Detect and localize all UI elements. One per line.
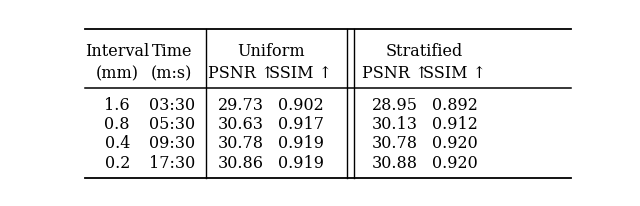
Text: SSIM ↑: SSIM ↑ (269, 65, 332, 82)
Text: Uniform: Uniform (237, 42, 305, 59)
Text: 17:30: 17:30 (148, 154, 195, 171)
Text: 03:30: 03:30 (148, 96, 195, 113)
Text: 30.13: 30.13 (372, 115, 418, 132)
Text: 29.73: 29.73 (218, 96, 264, 113)
Text: 0.892: 0.892 (431, 96, 477, 113)
Text: 0.8: 0.8 (104, 115, 130, 132)
Text: (m:s): (m:s) (151, 65, 193, 82)
Text: 0.4: 0.4 (104, 135, 130, 151)
Text: PSNR ↑: PSNR ↑ (362, 65, 428, 82)
Text: PSNR ↑: PSNR ↑ (208, 65, 275, 82)
Text: Interval: Interval (85, 42, 149, 59)
Text: Stratified: Stratified (386, 42, 463, 59)
Text: 0.902: 0.902 (278, 96, 324, 113)
Text: (mm): (mm) (96, 65, 139, 82)
Text: 1.6: 1.6 (104, 96, 130, 113)
Text: 0.912: 0.912 (431, 115, 477, 132)
Text: 30.63: 30.63 (218, 115, 264, 132)
Text: 0.2: 0.2 (104, 154, 130, 171)
Text: 30.86: 30.86 (218, 154, 264, 171)
Text: 05:30: 05:30 (148, 115, 195, 132)
Text: 0.919: 0.919 (278, 135, 324, 151)
Text: 0.920: 0.920 (431, 135, 477, 151)
Text: 30.88: 30.88 (372, 154, 418, 171)
Text: SSIM ↑: SSIM ↑ (423, 65, 486, 82)
Text: 0.917: 0.917 (278, 115, 324, 132)
Text: 30.78: 30.78 (372, 135, 418, 151)
Text: 28.95: 28.95 (372, 96, 418, 113)
Text: 30.78: 30.78 (218, 135, 264, 151)
Text: 0.920: 0.920 (431, 154, 477, 171)
Text: 09:30: 09:30 (148, 135, 195, 151)
Text: Time: Time (152, 42, 192, 59)
Text: 0.919: 0.919 (278, 154, 324, 171)
